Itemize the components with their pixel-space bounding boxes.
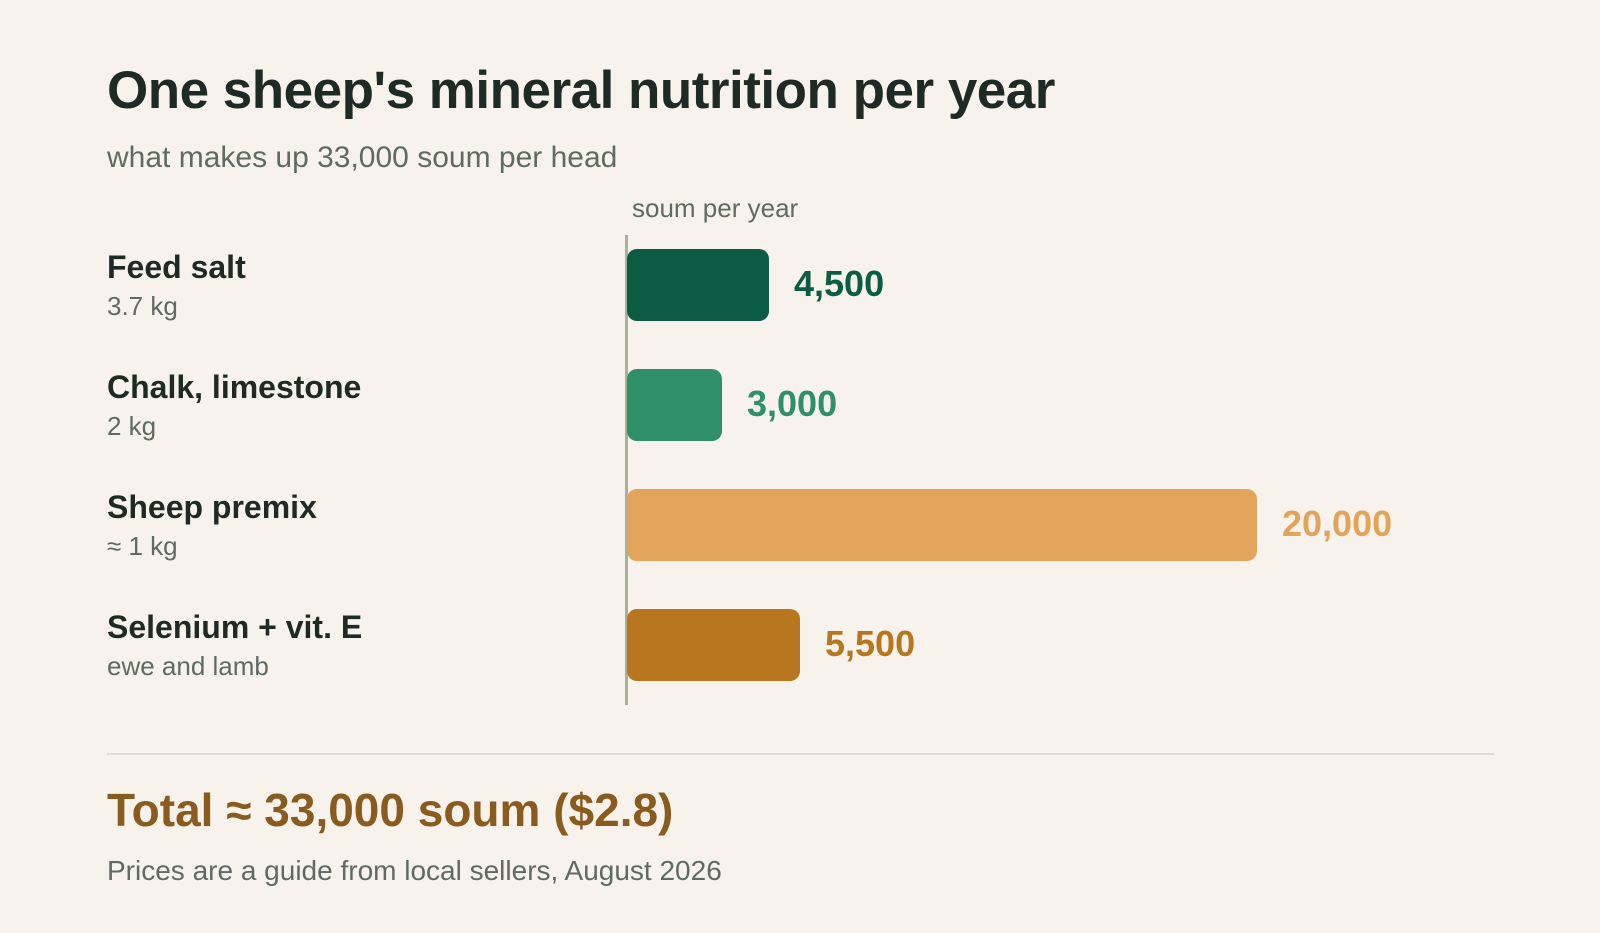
bar: [627, 369, 722, 441]
category-label: Chalk, limestone: [107, 369, 362, 405]
bar-value-label: 5,500: [825, 623, 916, 664]
category-note: 3.7 kg: [107, 291, 178, 321]
category-label: Selenium + vit. E: [107, 609, 363, 645]
bar-value-label: 20,000: [1282, 503, 1393, 544]
chart-subtitle: what makes up 33,000 soum per head: [107, 141, 618, 174]
divider: [107, 753, 1494, 755]
category-note: ewe and lamb: [107, 651, 269, 681]
bar-value-label: 4,500: [794, 263, 885, 304]
total-summary: Total ≈ 33,000 soum ($2.8): [107, 784, 674, 836]
category-label: Sheep premix: [107, 489, 317, 525]
bar: [627, 609, 800, 681]
chart-title: One sheep's mineral nutrition per year: [107, 61, 1055, 120]
axis-baseline: [625, 235, 628, 705]
footnote: Prices are a guide from local sellers, A…: [107, 855, 722, 886]
unit-label: soum per year: [632, 193, 799, 223]
bar: [627, 489, 1257, 561]
category-label: Feed salt: [107, 249, 246, 285]
bar: [627, 249, 769, 321]
category-note: 2 kg: [107, 411, 157, 441]
category-note: ≈ 1 kg: [107, 531, 178, 561]
bar-value-label: 3,000: [747, 383, 838, 424]
